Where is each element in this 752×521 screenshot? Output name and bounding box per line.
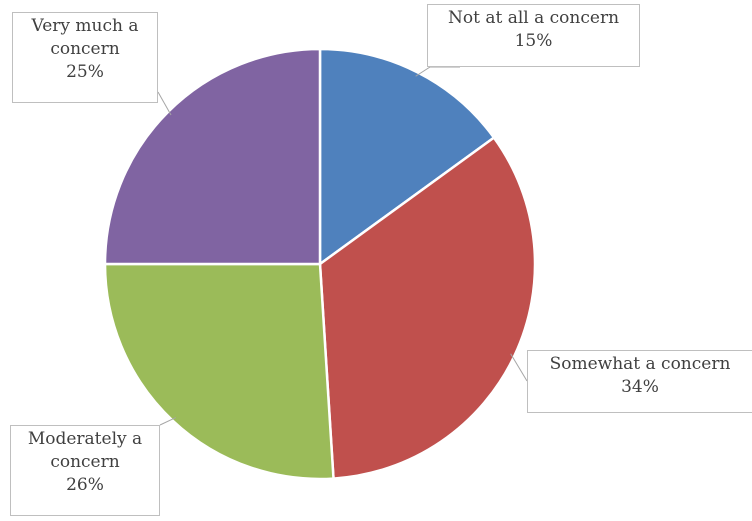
data-label-moderately-a-concern: Moderately a concern 26% [10,425,160,516]
data-label-very-much-a-concern: Very much a concern 25% [12,12,158,103]
leader-line-somewhat-a-concern [510,353,528,382]
pie-slice-not-at-all-a-concern [318,47,496,266]
pie-slices [103,47,537,481]
data-label-percent: 26% [66,475,104,495]
leader-line-not-at-all-a-concern [415,66,460,77]
data-label-not-at-all-a-concern: Not at all a concern 15% [427,4,640,67]
data-label-text: Somewhat a concern [549,354,731,374]
leader-line-very-much-a-concern [157,91,172,116]
data-label-percent: 15% [514,31,553,51]
leader-lines [157,66,528,426]
data-label-text: Very much a [31,16,139,36]
data-label-text: Not at all a concern [447,8,620,28]
pie-slice-moderately-a-concern [103,262,335,481]
data-label-text-2: concern [50,39,120,59]
data-label-percent: 25% [66,62,104,82]
data-label-text: Moderately a [27,429,143,449]
leader-line-moderately-a-concern [159,417,176,426]
pie-slice-very-much-a-concern [103,47,322,266]
data-label-text-2: concern [50,452,120,472]
data-label-percent: 34% [621,377,659,397]
data-label-somewhat-a-concern: Somewhat a concern 34% [527,350,752,413]
pie-slice-somewhat-a-concern [318,136,537,480]
